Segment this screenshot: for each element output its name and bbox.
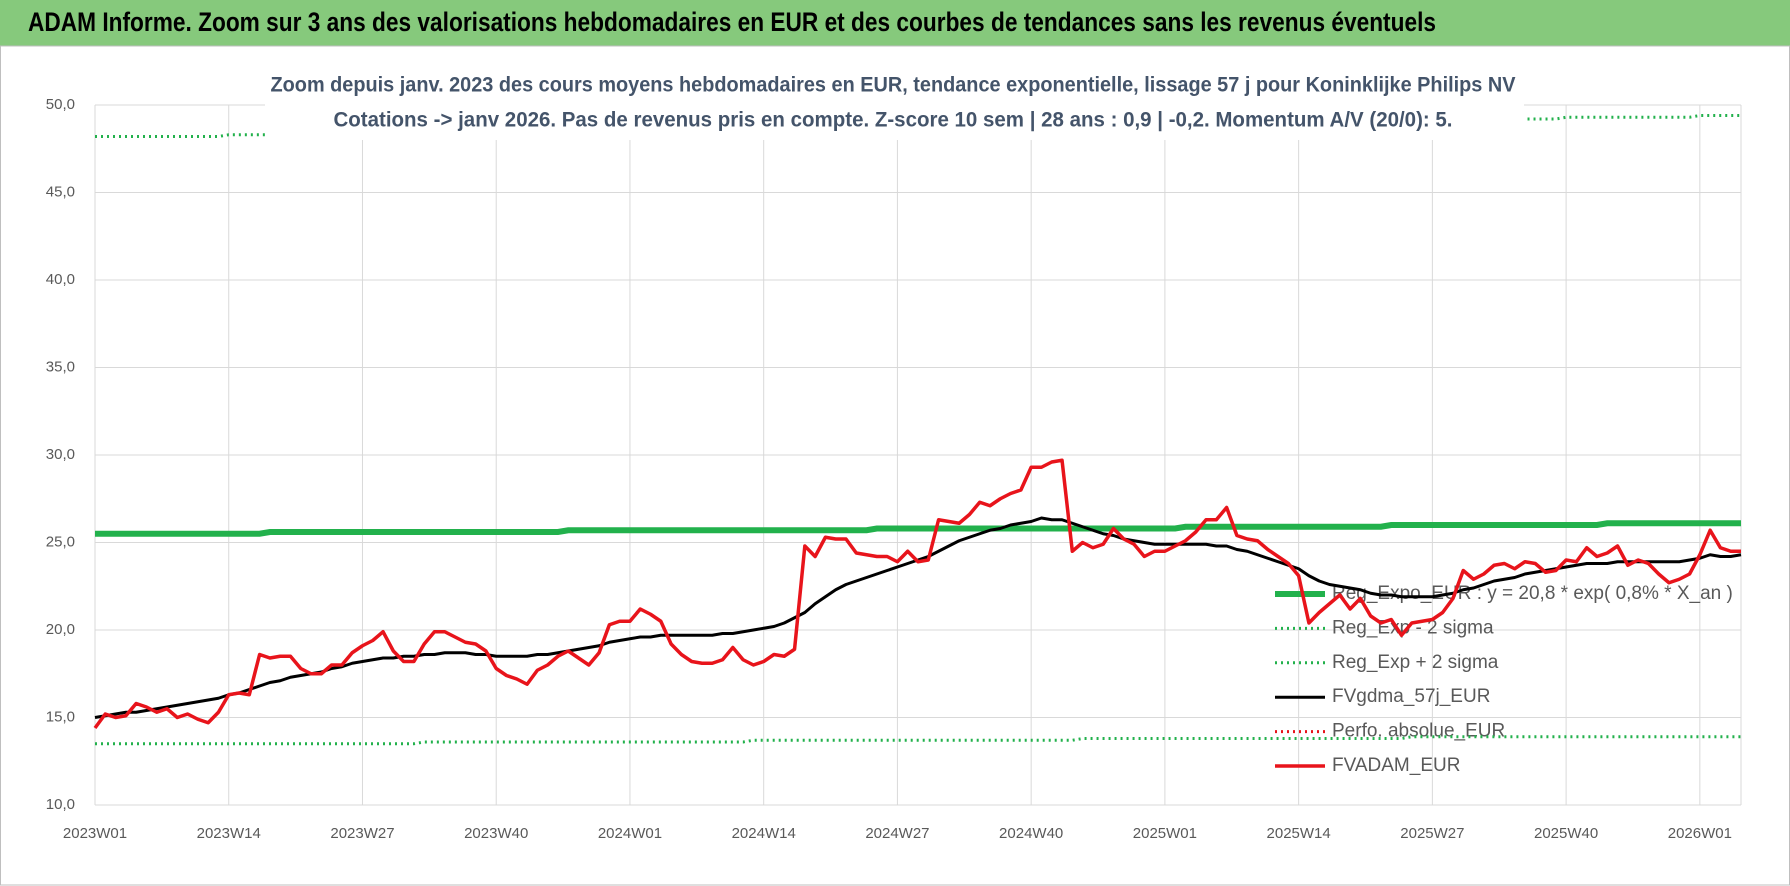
x-tick-label: 2023W01 bbox=[63, 825, 127, 842]
x-tick-label: 2026W01 bbox=[1668, 825, 1732, 842]
y-tick-label: 15,0 bbox=[46, 708, 75, 725]
x-tick-label: 2025W14 bbox=[1267, 825, 1331, 842]
chart-title: Zoom depuis janv. 2023 des cours moyens … bbox=[271, 74, 1516, 97]
legend-label: FVADAM_EUR bbox=[1332, 755, 1460, 776]
y-tick-label: 25,0 bbox=[46, 533, 75, 550]
x-tick-label: 2024W14 bbox=[732, 825, 796, 842]
y-tick-label: 20,0 bbox=[46, 621, 75, 638]
x-tick-label: 2024W27 bbox=[865, 825, 929, 842]
x-tick-label: 2025W27 bbox=[1400, 825, 1464, 842]
chart-subtitle: Cotations -> janv 2026. Pas de revenus p… bbox=[334, 109, 1453, 132]
y-tick-label: 30,0 bbox=[46, 446, 75, 463]
y-tick-label: 40,0 bbox=[46, 271, 75, 288]
series-line bbox=[93, 458, 1741, 730]
y-tick-label: 35,0 bbox=[46, 358, 75, 375]
y-tick-label: 45,0 bbox=[46, 183, 75, 200]
legend-label: FVgdma_57j_EUR bbox=[1332, 686, 1490, 707]
legend-label: Reg_Exp - 2 sigma bbox=[1332, 617, 1494, 638]
x-tick-label: 2025W01 bbox=[1133, 825, 1197, 842]
y-tick-label: 50,0 bbox=[46, 96, 75, 113]
legend-label: Perfo. absolue_EUR bbox=[1332, 721, 1505, 742]
title-box bbox=[265, 68, 1524, 140]
y-tick-label: 10,0 bbox=[46, 796, 75, 813]
header-bar bbox=[0, 0, 1790, 46]
x-tick-label: 2023W14 bbox=[197, 825, 261, 842]
chart-titles: Zoom depuis janv. 2023 des cours moyens … bbox=[265, 68, 1524, 140]
series-line bbox=[95, 520, 1741, 537]
legend: Reg_Expo_EUR : y = 20,8 * exp( 0,8% * X_… bbox=[1275, 583, 1733, 776]
x-tick-label: 2024W40 bbox=[999, 825, 1063, 842]
x-tick-label: 2024W01 bbox=[598, 825, 662, 842]
header-title: ADAM Informe. Zoom sur 3 ans des valoris… bbox=[28, 7, 1436, 37]
x-tick-label: 2025W40 bbox=[1534, 825, 1598, 842]
x-tick-label: 2023W27 bbox=[330, 825, 394, 842]
x-tick-label: 2023W40 bbox=[464, 825, 528, 842]
legend-label: Reg_Exp + 2 sigma bbox=[1332, 652, 1499, 673]
series-line bbox=[95, 735, 1741, 746]
legend-label: Reg_Expo_EUR : y = 20,8 * exp( 0,8% * X_… bbox=[1332, 583, 1733, 604]
